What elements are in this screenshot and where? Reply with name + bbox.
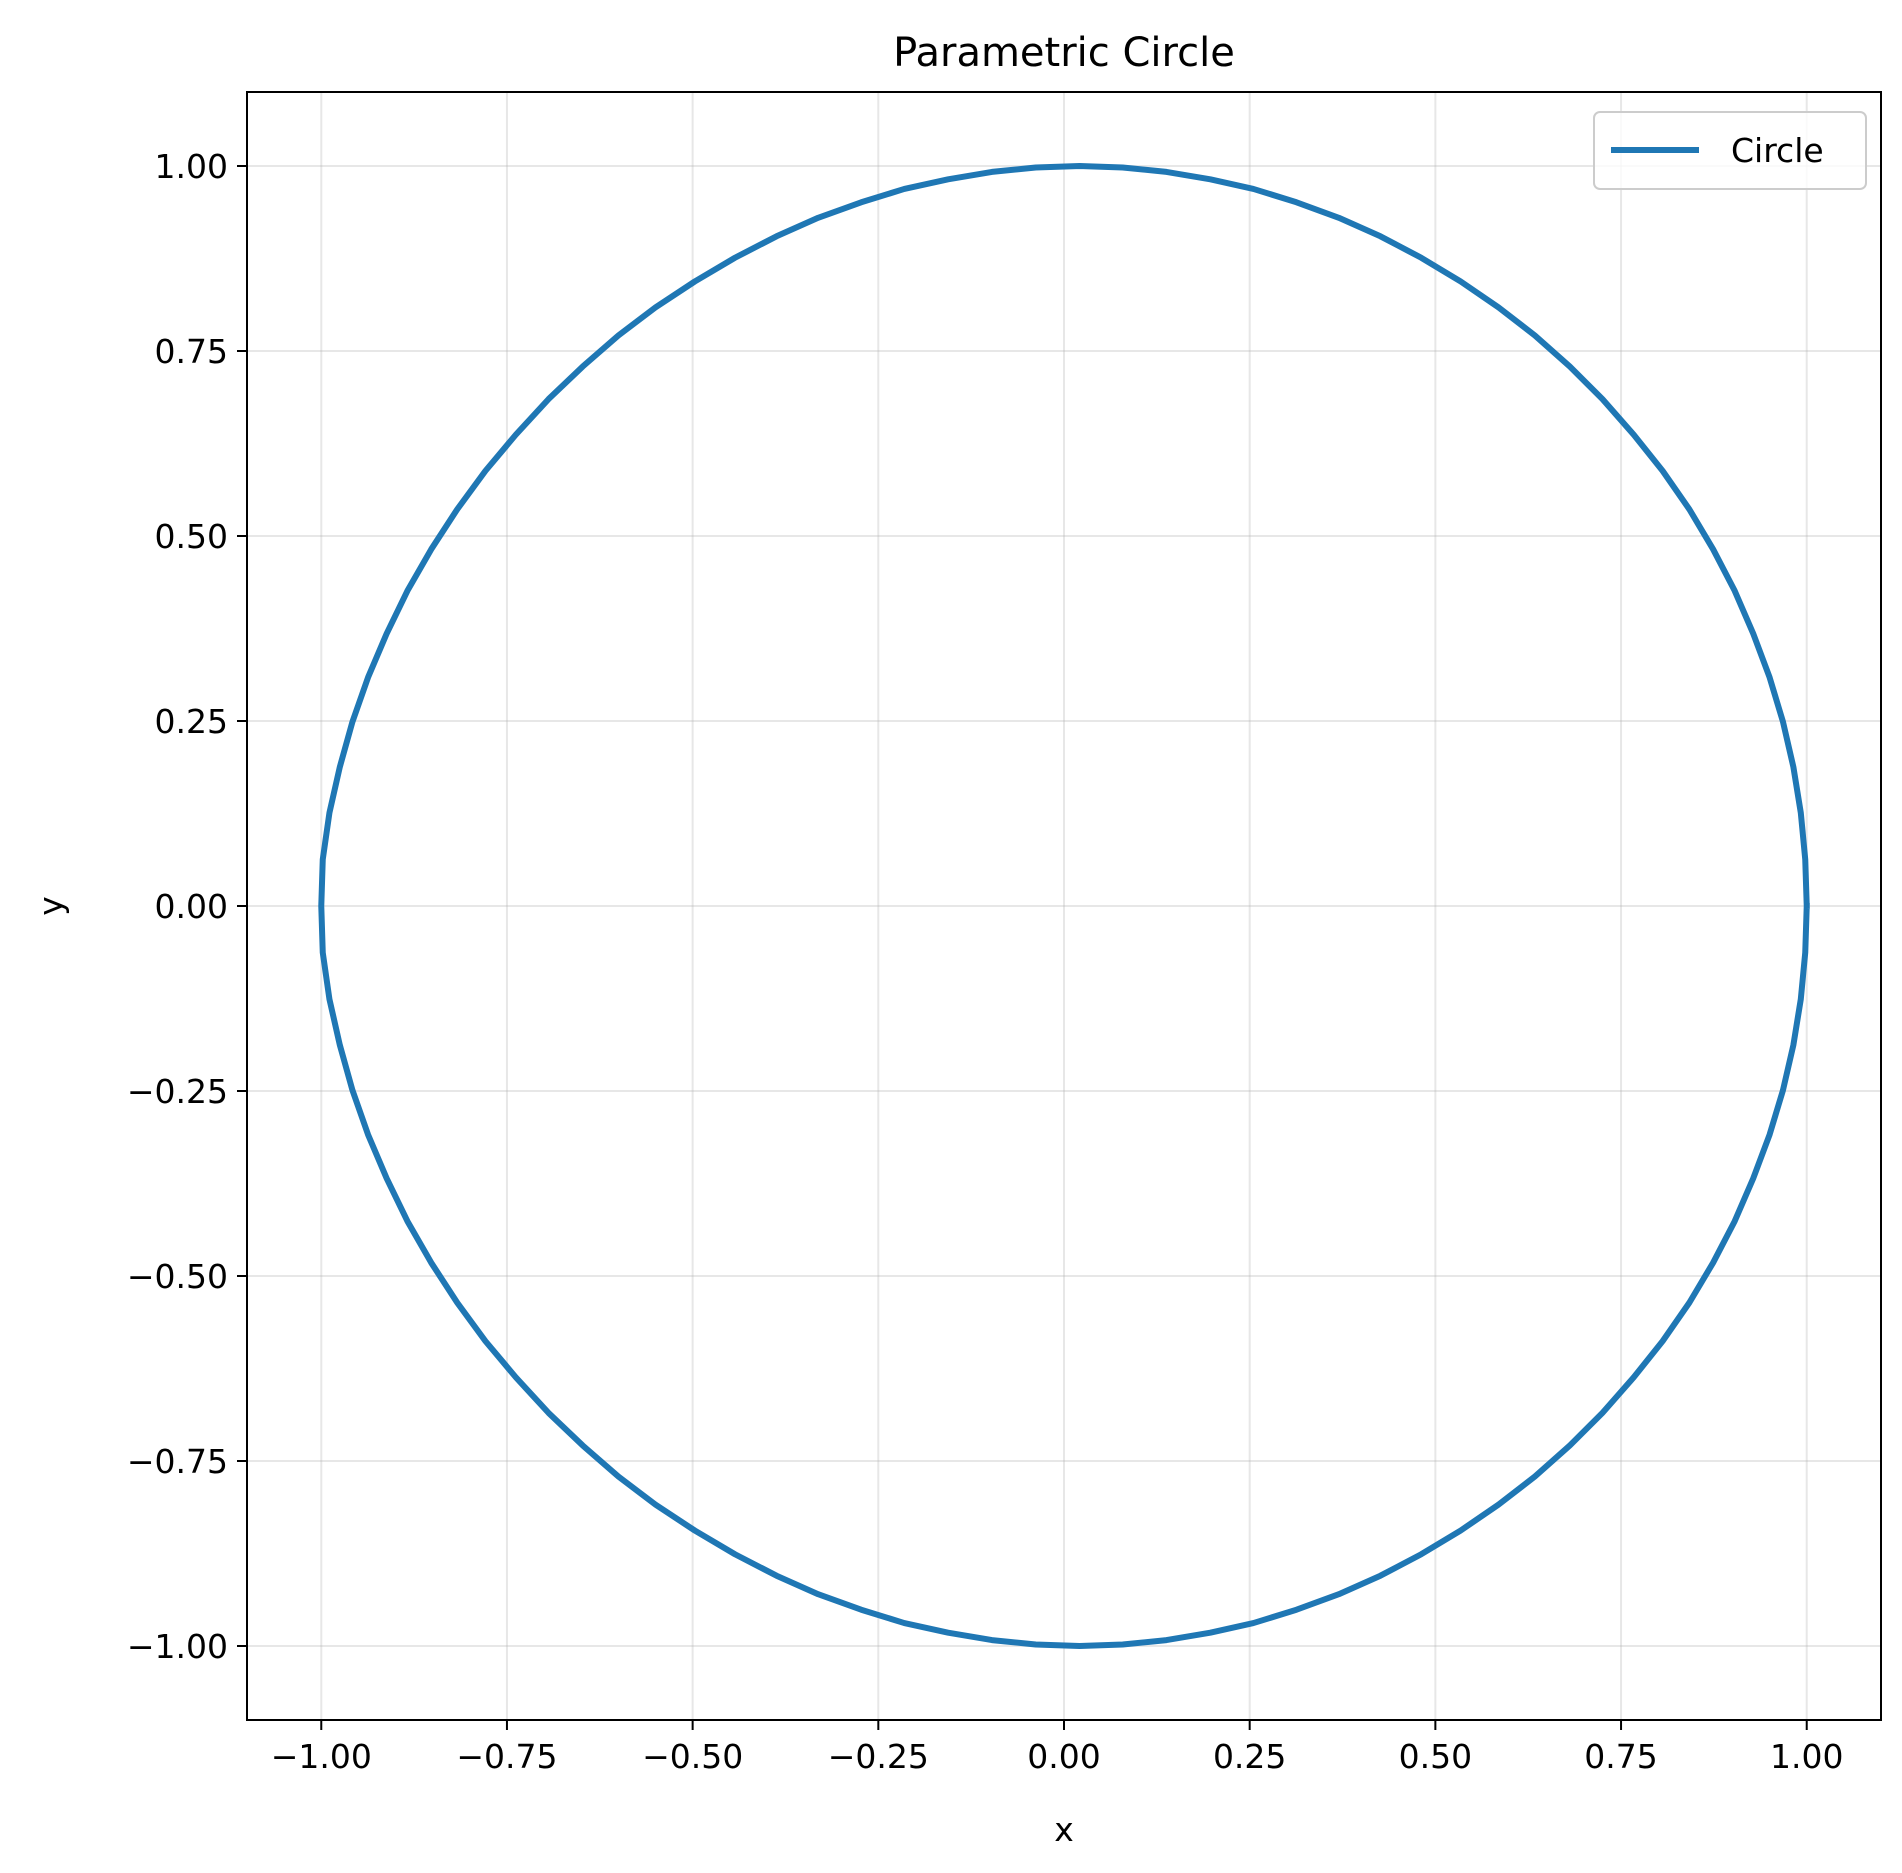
legend: Circle (1593, 111, 1867, 190)
y-tick-label: −0.25 (127, 1072, 228, 1111)
x-tick-label: 1.00 (1770, 1737, 1843, 1776)
x-axis-ticks: −1.00 −0.75 −0.50 −0.25 0.00 0.25 0.50 0.75 1.00 (271, 1720, 1843, 1776)
y-tick-label: 0.25 (155, 702, 228, 741)
y-tick-label: −1.00 (127, 1627, 228, 1666)
x-tick-label: 0.50 (1399, 1737, 1472, 1776)
chart-title: Parametric Circle (893, 30, 1235, 76)
x-tick-label: 0.00 (1027, 1737, 1100, 1776)
y-axis-label: y (31, 896, 70, 916)
y-tick-label: 0.75 (155, 332, 228, 371)
x-tick-label: −0.75 (456, 1737, 557, 1776)
y-tick-label: 0.00 (155, 887, 228, 926)
series-line-circle (318, 163, 1810, 1649)
y-axis-ticks: 1.00 0.75 0.50 0.25 0.00 −0.25 −0.50 −0.75 −1.00 (127, 147, 247, 1666)
y-tick-label: 1.00 (155, 147, 228, 186)
x-tick-label: −1.00 (271, 1737, 372, 1776)
x-tick-label: 0.25 (1213, 1737, 1286, 1776)
legend-box (1593, 111, 1867, 190)
series-layer (318, 163, 1810, 1649)
y-tick-label: 0.50 (155, 517, 228, 556)
x-tick-label: −0.50 (642, 1737, 743, 1776)
y-tick-label: −0.50 (127, 1257, 228, 1296)
x-tick-label: −0.25 (828, 1737, 929, 1776)
legend-label-circle: Circle (1731, 131, 1824, 170)
x-axis-label: x (1054, 1810, 1074, 1849)
y-tick-label: −0.75 (127, 1442, 228, 1481)
x-tick-label: 0.75 (1584, 1737, 1657, 1776)
